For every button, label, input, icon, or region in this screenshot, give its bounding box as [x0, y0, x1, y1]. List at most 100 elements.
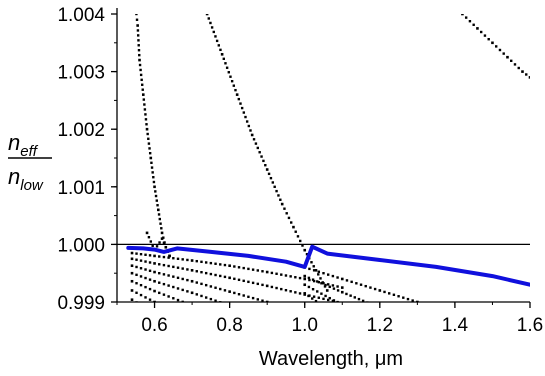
data-point [360, 331, 362, 333]
data-point [399, 316, 401, 318]
data-point [155, 245, 159, 248]
data-point [327, 319, 329, 321]
data-point [146, 132, 149, 136]
data-point [257, 315, 259, 317]
data-point [224, 336, 226, 338]
data-point [416, 346, 419, 349]
data-point [186, 302, 188, 304]
data-point [245, 120, 249, 123]
data-point [472, 318, 474, 320]
data-point [303, 277, 307, 281]
y-tick-label: 1.001 [57, 178, 105, 199]
x-tick-label: 1.4 [442, 315, 469, 336]
data-point [324, 294, 327, 298]
data-point [224, 62, 227, 65]
data-point [362, 316, 364, 318]
data-point [279, 198, 282, 201]
data-point [283, 207, 286, 210]
data-point [498, 48, 502, 52]
data-point [222, 57, 225, 60]
data-point [139, 259, 143, 262]
data-point [139, 73, 143, 77]
data-point [154, 194, 158, 198]
data-point [223, 275, 227, 279]
data-point [491, 41, 494, 45]
data-point [141, 83, 144, 86]
data-point [139, 252, 143, 256]
data-point [322, 282, 325, 285]
data-point [153, 262, 156, 265]
data-point [387, 310, 389, 312]
data-point [172, 265, 175, 269]
data-point [320, 282, 323, 285]
data-point [408, 341, 410, 343]
data-point [284, 288, 288, 292]
data-point [310, 261, 313, 264]
data-point [280, 202, 284, 206]
data-point [378, 289, 382, 292]
data-point [358, 313, 360, 315]
data-point [341, 323, 344, 326]
data-point [435, 307, 437, 309]
data-point [153, 254, 156, 258]
data-point [266, 318, 269, 321]
data-point [144, 296, 147, 299]
data-point [174, 310, 176, 312]
data-point [305, 252, 309, 256]
data-point [312, 269, 316, 272]
y-tick-label: 1.002 [57, 120, 105, 141]
data-point [311, 297, 314, 300]
data-point [299, 310, 301, 312]
data-point [280, 287, 283, 291]
data-point [402, 296, 405, 299]
data-point [340, 286, 344, 289]
data-point [190, 269, 194, 272]
data-point [162, 293, 166, 296]
data-point [186, 278, 189, 282]
x-tick-label: 0.8 [216, 315, 242, 336]
y-axis-title: neff nlow [8, 130, 52, 194]
data-point [153, 289, 156, 293]
data-point [139, 68, 142, 72]
data-point [195, 270, 198, 273]
data-point [316, 280, 319, 283]
data-point [332, 299, 336, 302]
data-point [142, 98, 146, 101]
data-point [280, 273, 283, 276]
data-point [153, 270, 156, 274]
data-point [139, 293, 143, 297]
data-point [153, 185, 156, 189]
data-point [162, 273, 166, 276]
plot-area [117, 14, 530, 349]
data-point [444, 309, 446, 311]
data-point [379, 344, 382, 347]
data-point [233, 265, 236, 268]
data-point [454, 338, 457, 341]
data-point [371, 339, 373, 341]
data-point [135, 18, 139, 21]
data-point [349, 294, 352, 297]
data-point [345, 292, 348, 296]
y-tick-label: 1.003 [57, 63, 105, 84]
data-point [137, 44, 140, 47]
data-point [345, 321, 347, 323]
data-point [232, 84, 236, 87]
data-point [397, 295, 400, 298]
data-point [350, 280, 353, 284]
data-point [144, 276, 147, 280]
data-point [209, 285, 213, 288]
dotted-series [303, 283, 419, 349]
data-point [336, 276, 339, 279]
data-point [326, 283, 330, 286]
data-point [271, 320, 273, 322]
data-point [204, 283, 208, 287]
data-point [271, 181, 275, 184]
data-point [258, 151, 261, 154]
data-point [326, 273, 330, 276]
data-point [186, 268, 189, 271]
y-tick-label: 1.000 [57, 235, 105, 256]
data-point [331, 274, 335, 278]
data-point [137, 49, 141, 52]
dotted-series [130, 264, 344, 326]
data-point [252, 313, 254, 315]
